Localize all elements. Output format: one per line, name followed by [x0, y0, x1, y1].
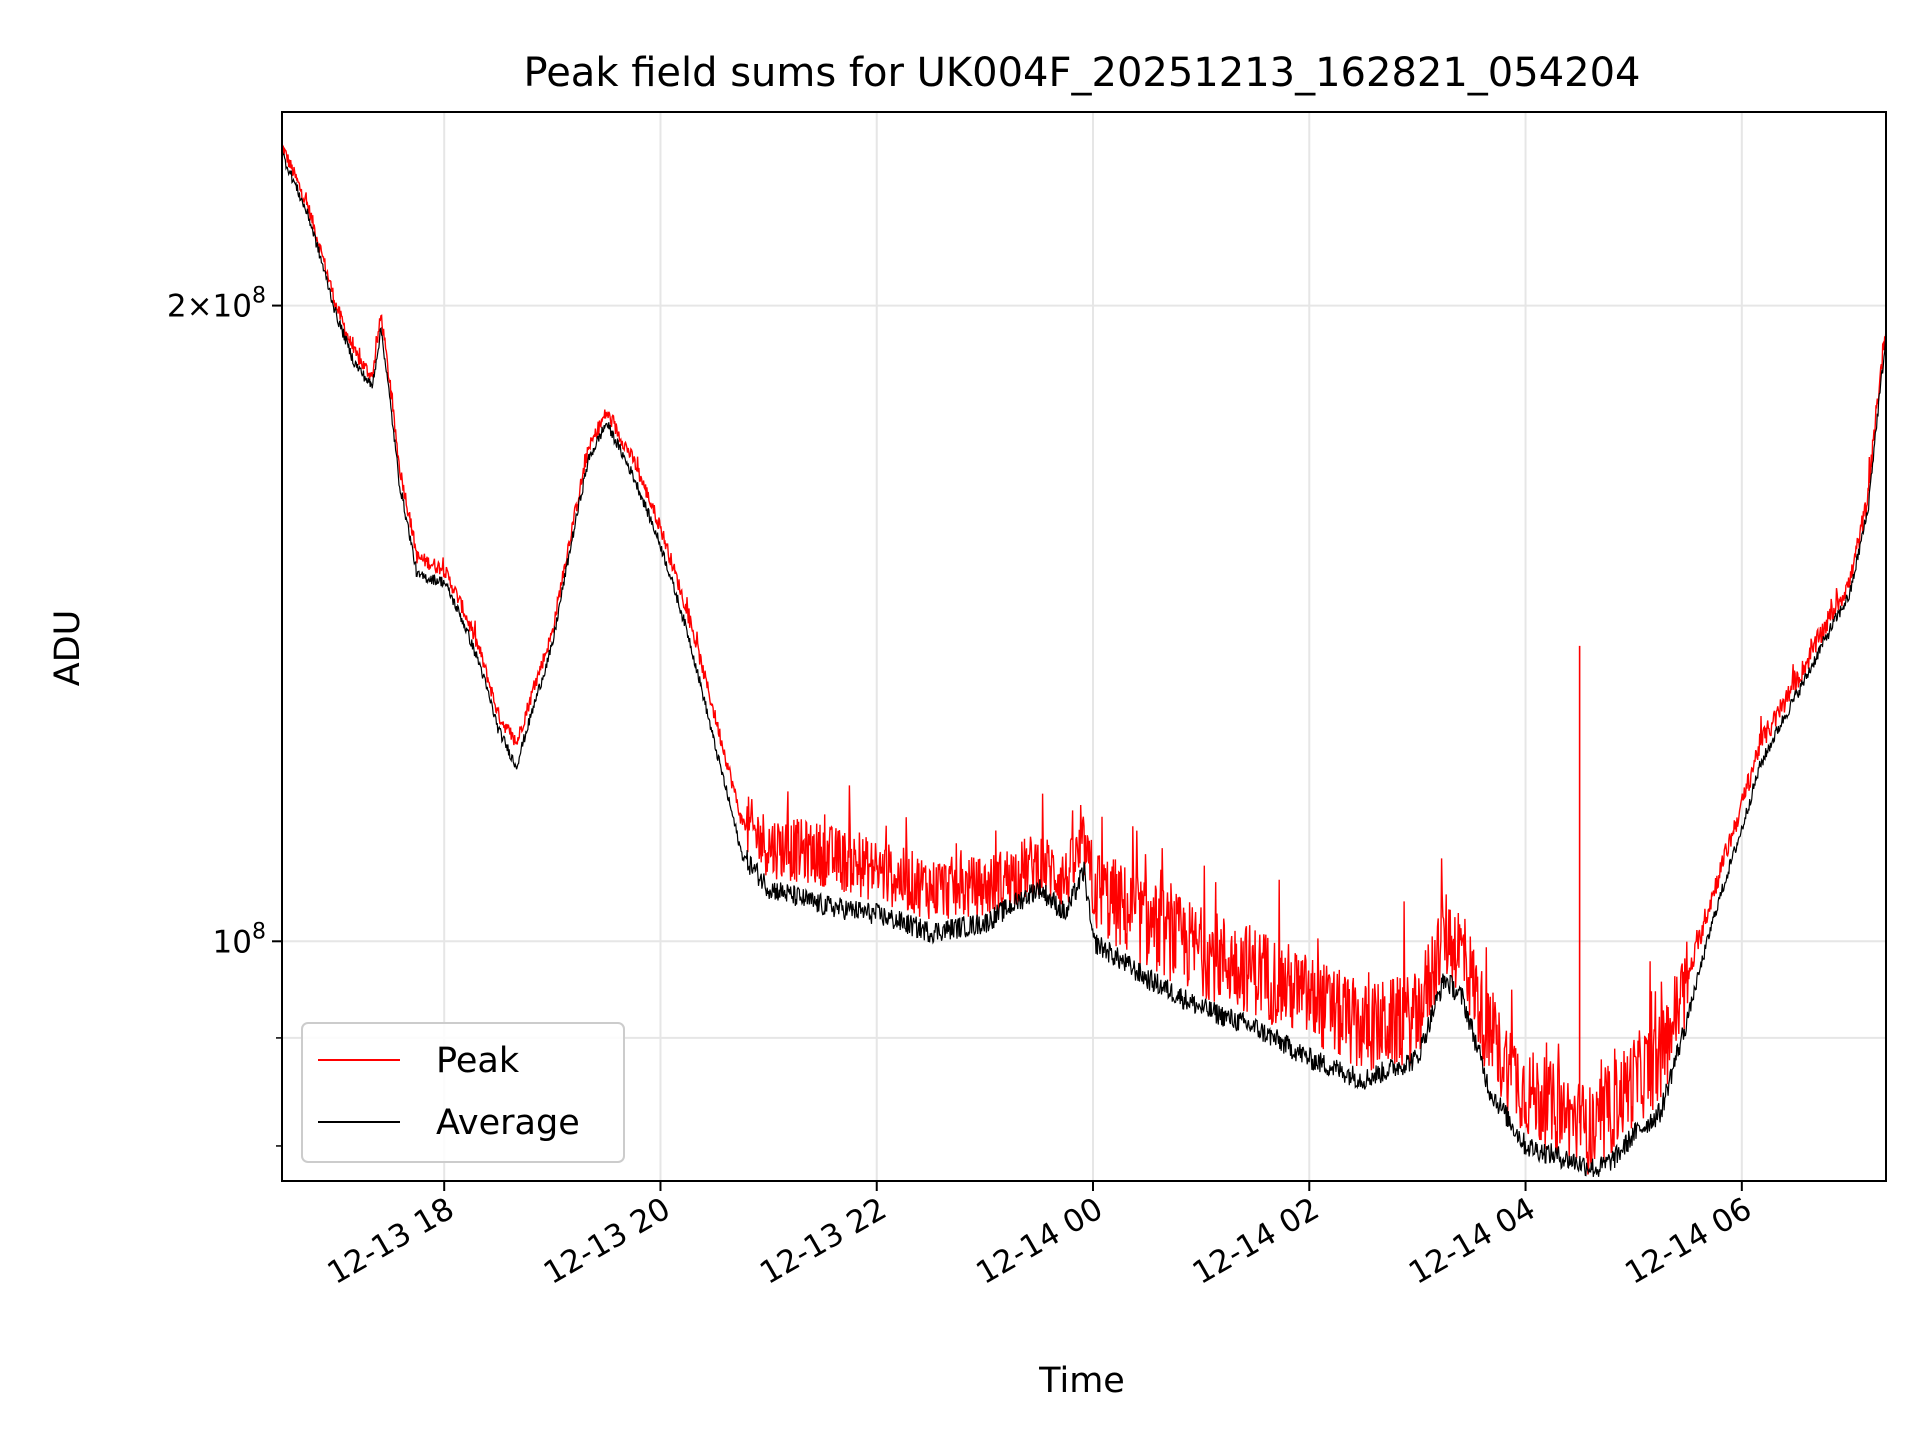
y-axis-label: ADU [48, 610, 88, 687]
y-tick-label: 108 [213, 919, 266, 960]
series-layer [282, 143, 1886, 1177]
y-tick-label: 2×108 [167, 284, 266, 325]
legend-label-peak: Peak [436, 1041, 520, 1081]
legend: Peak Average [301, 1022, 625, 1163]
chart-title: Peak field sums for UK004F_20251213_1628… [524, 50, 1641, 96]
y-tick-exponent: 8 [252, 919, 266, 944]
plot-frame [281, 111, 1887, 1182]
legend-box [301, 1022, 625, 1163]
y-tick-mantissa: 2 [167, 289, 187, 325]
legend-label-average: Average [436, 1103, 580, 1143]
y-tick-exponent: 8 [252, 284, 266, 309]
grid-lines [282, 112, 1886, 1181]
series-line-peak [282, 143, 1886, 1175]
y-tick-base: 10 [213, 924, 252, 960]
y-tick-times: × [187, 289, 213, 325]
x-axis-label: Time [1038, 1361, 1125, 1401]
series-line-average [282, 152, 1886, 1177]
y-tick-base: 10 [213, 289, 252, 325]
